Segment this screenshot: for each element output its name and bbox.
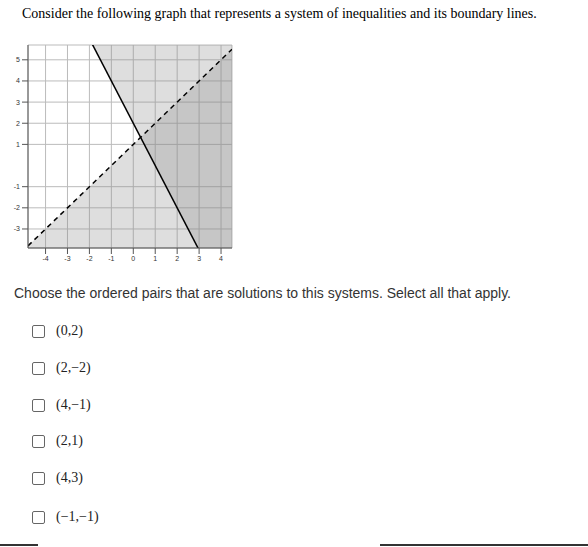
html-text:(2,1): (2,1) bbox=[56, 433, 83, 448]
svg-text:-3: -3 bbox=[64, 255, 70, 262]
svg-text:5: 5 bbox=[16, 56, 20, 63]
svg-text:2: 2 bbox=[16, 120, 20, 127]
html-text:(2,−2): (2,−2) bbox=[56, 360, 91, 375]
html-text:Choose the ordered pairs that: Choose the ordered pairs that are soluti… bbox=[14, 285, 511, 301]
html-text:Consider the following graph t: Consider the following graph that repres… bbox=[22, 6, 537, 21]
html-text:(4,3): (4,3) bbox=[56, 470, 83, 485]
svg-text:-3: -3 bbox=[14, 225, 20, 232]
svg-text:3: 3 bbox=[16, 99, 20, 106]
svg-text:2: 2 bbox=[175, 255, 179, 262]
svg-text:-1: -1 bbox=[14, 183, 20, 190]
html-text:(0,2): (0,2) bbox=[56, 323, 83, 338]
svg-text:1: 1 bbox=[16, 141, 20, 148]
svg-text:-4: -4 bbox=[42, 255, 48, 262]
svg-text:0: 0 bbox=[131, 255, 135, 262]
svg-text:4: 4 bbox=[219, 255, 223, 262]
svg-text:-1: -1 bbox=[108, 255, 114, 262]
svg-text:1: 1 bbox=[153, 255, 157, 262]
html-text:(4,−1): (4,−1) bbox=[56, 397, 91, 412]
html-text:(−1,−1): (−1,−1) bbox=[56, 509, 99, 524]
svg-text:-2: -2 bbox=[14, 204, 20, 211]
svg-text:4: 4 bbox=[16, 77, 20, 84]
svg-text:-2: -2 bbox=[86, 255, 92, 262]
svg-text:3: 3 bbox=[197, 255, 201, 262]
